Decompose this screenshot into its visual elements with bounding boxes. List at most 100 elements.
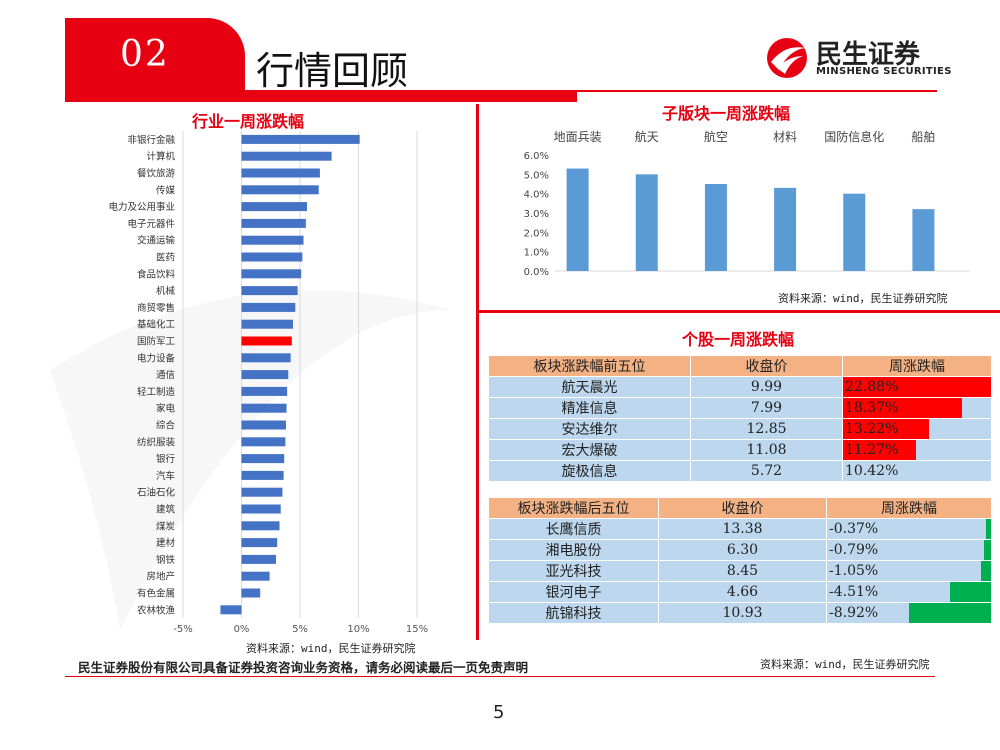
table-header-cell: 收盘价 [690,355,843,377]
weekly-change-cell: 11.27% [842,439,992,461]
industry-category-label: 电力及公用事业 [108,201,175,213]
subsector-weekly-change-chart: 0.0% 1.0% 2.0% 3.0% 4.0% 5.0% 6.0% 地面兵装 航天 航空 材料 国防… [524,129,970,278]
close-price: 9.99 [690,376,843,398]
y-tick-label: 6.0% [524,151,549,162]
industry-bar [220,605,242,615]
industry-category-label: 轻工制造 [137,386,176,398]
x-tick-label: 15% [406,624,428,635]
weekly-change-cell: 10.42% [842,460,992,482]
table-header-cell: 周涨跌幅 [842,355,992,377]
stock-table-title: 个股一周涨跌幅 [682,330,795,349]
industry-category-label: 电子元器件 [127,218,175,230]
industry-bar [241,504,281,514]
minsheng-logo-icon [767,38,807,78]
weekly-change-value: -1.05% [829,563,879,579]
industry-bar [241,319,293,329]
industry-bar [241,134,360,144]
footer-disclaimer: 民生证券股份有限公司具备证券投资咨询业务资格，请务必阅读最后一页免责声明 [78,660,529,675]
weekly-change-cell: -8.92% [826,602,992,624]
table-row: 长鹰信质 13.38 -0.37% [488,518,992,540]
weekly-change-value: -4.51% [829,584,879,600]
close-price: 11.08 [690,439,843,461]
subsector-column [566,168,589,271]
industry-chart-title: 行业一周涨跌幅 [192,112,305,131]
close-price: 12.85 [690,418,843,440]
subsector-column [912,209,935,271]
subsector-category-label: 航空 [704,129,728,144]
weekly-change-cell: -1.05% [826,560,992,582]
close-price: 4.66 [658,581,827,603]
weekly-change-value: 18.37% [845,400,899,416]
industry-category-label: 商贸零售 [137,302,175,314]
stock-table-source: 资料来源：wind，民生证券研究院 [760,658,930,671]
section-tab [65,18,245,90]
industry-category-label: 房地产 [146,571,175,583]
industry-bar [241,403,287,413]
industry-bar [241,588,261,598]
weekly-change-cell: 22.88% [842,376,992,398]
subsector-category-label: 国防信息化 [824,129,884,144]
weekly-change-bar [843,419,929,439]
weekly-change-bar [949,582,991,602]
page-title: 行情回顾 [256,49,409,93]
industry-category-label: 汽车 [156,470,175,482]
industry-category-label: 钢铁 [156,554,176,566]
weekly-change-bar [909,603,991,623]
stock-name: 湘电股份 [488,539,659,561]
x-tick-label: -5% [173,624,192,635]
industry-bar [241,487,283,497]
table-header-cell: 板块涨跌幅后五位 [488,497,659,519]
weekly-change-cell: -0.37% [826,518,992,540]
industry-chart-source: 资料来源：wind，民生证券研究院 [246,642,416,655]
watermark-swoosh [50,290,450,630]
close-price: 13.38 [658,518,827,540]
industry-category-label: 有色金属 [137,588,175,600]
weekly-change-cell: -0.79% [826,539,992,561]
industry-bar [241,554,277,564]
industry-category-label: 煤炭 [156,520,176,532]
industry-bar [241,252,303,262]
section-number: 02 [120,34,170,75]
table-row: 安达维尔 12.85 13.22% [488,418,992,440]
table-header-cell: 周涨跌幅 [826,497,992,519]
close-price: 10.93 [658,602,827,624]
bottom5-stock-table: 板块涨跌幅后五位 收盘价 周涨跌幅 长鹰信质 13.38 -0.37% 湘电股份… [488,497,992,624]
industry-bar [241,571,270,581]
industry-category-label: 餐饮旅游 [137,168,176,180]
industry-bar [241,269,302,279]
industry-bar [241,521,280,531]
weekly-change-bar [843,398,962,418]
subsector-chart-source: 资料来源：wind，民生证券研究院 [778,292,948,305]
industry-bar [241,370,289,380]
industry-category-label: 家电 [156,403,176,415]
stock-name: 银河电子 [488,581,659,603]
industry-category-label: 银行 [156,453,176,465]
weekly-change-value: 11.27% [845,442,899,458]
subsector-column [843,193,866,271]
table-row: 航天晨光 9.99 22.88% [488,376,992,398]
weekly-change-value: 10.42% [845,463,899,479]
industry-category-label: 医药 [156,253,175,264]
y-tick-label: 1.0% [524,248,549,259]
industry-bar [241,386,288,396]
close-price: 5.72 [690,460,843,482]
weekly-change-value: -0.79% [829,542,879,558]
industry-category-label: 电力设备 [137,352,176,364]
weekly-change-bar [843,377,991,397]
industry-bar [241,353,291,363]
subsector-column [704,184,727,271]
footer-rule [65,676,935,677]
weekly-change-bar [981,561,991,581]
top5-stock-table: 板块涨跌幅前五位 收盘价 周涨跌幅 航天晨光 9.99 22.88% 精准信息 … [488,355,992,482]
weekly-change-cell: 13.22% [842,418,992,440]
industry-category-label: 石油石化 [137,487,176,499]
weekly-change-cell: -4.51% [826,581,992,603]
industry-category-label: 非银行金融 [127,134,175,146]
weekly-change-bar [843,440,916,460]
industry-category-label: 交通运输 [137,235,176,247]
stock-name: 航天晨光 [488,376,691,398]
industry-category-label: 国防军工 [137,336,176,348]
industry-bar [241,185,319,195]
table-header-row: 板块涨跌幅后五位 收盘价 周涨跌幅 [488,497,992,519]
table-row: 航锦科技 10.93 -8.92% [488,602,992,624]
